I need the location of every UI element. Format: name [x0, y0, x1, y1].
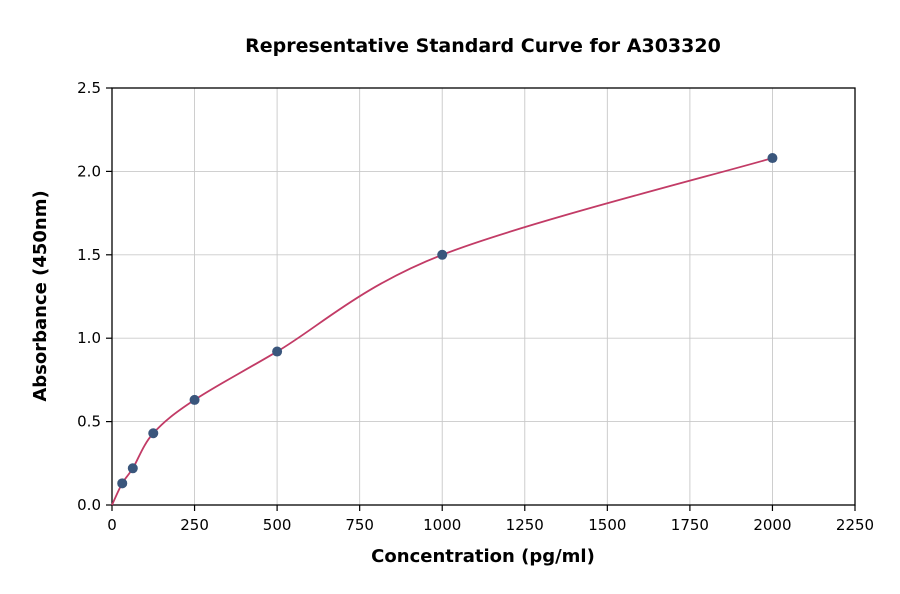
- data-point: [272, 346, 283, 357]
- data-point: [437, 249, 448, 260]
- x-tick-label: 500: [263, 516, 292, 534]
- x-tick-label: 1750: [671, 516, 709, 534]
- x-tick-label: 0: [107, 516, 117, 534]
- grid-lines: [111, 87, 856, 506]
- data-points: [117, 153, 778, 489]
- x-axis-label: Concentration (pg/ml): [371, 546, 595, 567]
- x-tick-label: 1250: [506, 516, 544, 534]
- y-axis-label: Absorbance (450nm): [30, 190, 51, 401]
- y-tick-label: 0.5: [77, 413, 101, 431]
- y-tick-label: 1.0: [77, 329, 101, 347]
- y-tick-label: 2.5: [77, 79, 101, 97]
- y-tick-label: 1.5: [77, 246, 101, 264]
- data-point: [127, 463, 138, 474]
- data-point: [189, 394, 200, 405]
- data-point: [148, 428, 159, 439]
- x-tick-label: 2250: [836, 516, 874, 534]
- tick-labels: 0 250 500 750 1000 1250 1500 1750 2000 2250 0.0 0.5…: [77, 79, 874, 534]
- fit-curve: [111, 157, 773, 506]
- x-tick-label: 2000: [753, 516, 791, 534]
- y-tick-label: 2.0: [77, 162, 101, 180]
- chart-title: Representative Standard Curve for A30332…: [245, 35, 721, 57]
- x-tick-label: 250: [180, 516, 209, 534]
- x-tick-label: 1500: [588, 516, 626, 534]
- y-tick-label: 0.0: [77, 496, 101, 514]
- plot-border: [111, 87, 856, 506]
- x-tick-label: 1000: [423, 516, 461, 534]
- data-point: [767, 153, 778, 164]
- axis-ticks: [106, 87, 856, 511]
- data-point: [117, 478, 128, 489]
- x-tick-label: 750: [345, 516, 374, 534]
